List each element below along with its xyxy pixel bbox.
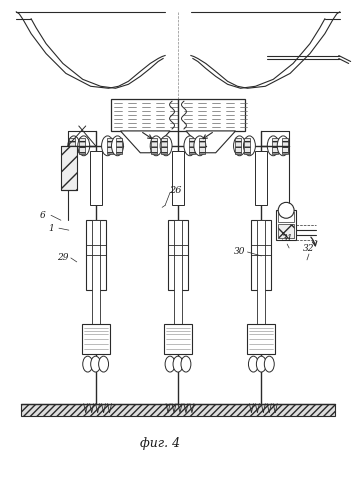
Bar [272,138,278,154]
Ellipse shape [91,356,101,372]
Ellipse shape [181,356,191,372]
Ellipse shape [264,356,274,372]
Ellipse shape [256,356,266,372]
Polygon shape [186,131,236,153]
Bar [251,220,271,290]
Text: 32: 32 [303,244,315,252]
Bar [151,138,157,154]
Bar [247,324,275,354]
Bar [174,220,182,324]
Ellipse shape [83,356,93,372]
Text: фиг. 4: фиг. 4 [140,437,180,450]
Polygon shape [120,131,170,153]
Text: 26: 26 [169,186,181,195]
Ellipse shape [278,202,294,218]
Bar [257,220,265,324]
Ellipse shape [244,136,255,156]
Bar [168,220,188,290]
Ellipse shape [101,136,114,156]
Ellipse shape [150,136,162,156]
Bar [106,138,112,154]
Bar [245,138,250,154]
Ellipse shape [248,356,258,372]
Bar [69,138,75,154]
Text: 6: 6 [40,211,46,220]
Bar [278,224,294,238]
Ellipse shape [165,356,175,372]
Ellipse shape [184,136,196,156]
Bar [161,138,167,154]
Ellipse shape [160,136,172,156]
Text: 31: 31 [281,234,293,242]
Text: 29: 29 [57,254,69,262]
Ellipse shape [111,136,124,156]
Bar [255,151,267,206]
Ellipse shape [234,136,246,156]
Bar [282,138,288,154]
Bar [61,146,77,190]
Bar [110,99,246,131]
Ellipse shape [78,136,90,156]
Ellipse shape [99,356,109,372]
Ellipse shape [173,356,183,372]
Bar [86,220,106,290]
Bar [92,220,100,324]
Bar [90,151,101,206]
Ellipse shape [194,136,206,156]
Bar [199,138,205,154]
Bar [172,151,184,206]
Text: 30: 30 [234,248,245,256]
Ellipse shape [68,136,80,156]
Bar [82,324,110,354]
Bar [164,324,192,354]
Bar [79,138,85,154]
Ellipse shape [277,136,289,156]
Bar [189,138,195,154]
Bar [21,404,335,415]
Bar [278,212,294,222]
Ellipse shape [267,136,279,156]
Bar [235,138,241,154]
Bar [116,138,122,154]
Text: 1: 1 [48,224,54,232]
Bar [276,210,296,240]
